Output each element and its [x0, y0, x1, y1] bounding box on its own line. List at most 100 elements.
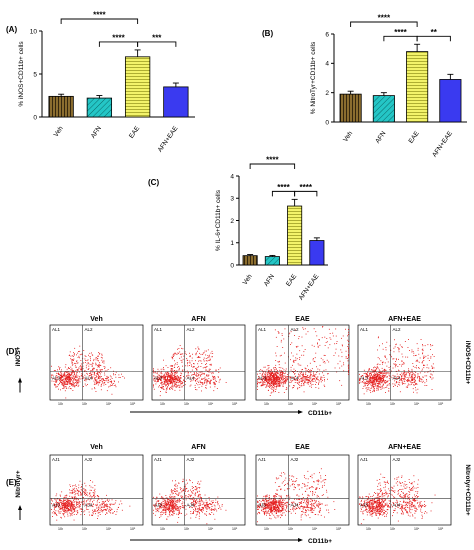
quadrant-label: AL2 [85, 327, 94, 332]
quadrant-label: AL4 [393, 376, 402, 381]
bar [309, 240, 325, 266]
quadrant-label: AJ1 [52, 457, 60, 462]
x-tick-label: 10⁴ [312, 527, 318, 531]
quadrant-label: AL4 [187, 376, 196, 381]
flow-plot: Veh AJ1 AJ2 AJ3 AJ4 10² 10³ 10⁴ 10⁵ [49, 444, 144, 531]
bar [48, 95, 74, 118]
x-tick-label: 10² [58, 402, 64, 406]
quadrant-label: AJ4 [85, 502, 93, 507]
significance-label: ** [431, 28, 438, 37]
panel-label-c: (C) [148, 178, 159, 187]
flow-plot: EAE AJ1 AJ2 AJ3 AJ4 10² 10³ 10⁴ 10⁵ [255, 444, 350, 531]
bar [439, 79, 462, 123]
x-tick-label: 10³ [82, 402, 88, 406]
x-tick-label: 10⁴ [106, 402, 112, 406]
bar [406, 51, 429, 123]
flow-dot-cloud [153, 345, 227, 397]
y-axis-label: % iNOS+CD11b+ cells [18, 41, 25, 107]
x-tick-label: 10³ [288, 527, 294, 531]
quadrant-label: AL3 [154, 376, 163, 381]
y-tick-label: 5 [33, 71, 37, 78]
x-tick-label: 10² [58, 527, 64, 531]
significance-bracket [249, 163, 296, 169]
flow-plot: AFN AL1 AL2 AL3 AL4 10² 10³ 10⁴ 10⁵ [151, 316, 246, 406]
significance-bracket [271, 190, 296, 197]
y-tick-label: 3 [230, 196, 234, 203]
bar [86, 97, 113, 118]
bar-chart-nitrotyr: 0 2 4 6 % NitroTyr+CD11b+ cells Veh AFN EAE AFN+… [310, 14, 467, 159]
quadrant-label: AJ3 [52, 502, 60, 507]
y-tick-label: 1 [230, 240, 234, 247]
x-tick-label: 10⁴ [208, 402, 214, 406]
x-tick-label: 10⁵ [130, 402, 136, 406]
flow-dot-cloud [359, 336, 435, 395]
x-tick-label: EAE [128, 125, 142, 140]
x-tick-label: 10⁵ [232, 402, 238, 406]
significance-label: **** [93, 11, 106, 20]
quadrant-label: AJ2 [85, 457, 93, 462]
flow-plot-title: Veh [90, 316, 102, 323]
y-tick-label: 0 [33, 114, 37, 121]
x-tick-label: AFN+EAE [431, 130, 454, 159]
quadrant-label: AL1 [258, 327, 267, 332]
significance-label: **** [300, 183, 313, 192]
x-tick-label: 10³ [390, 402, 396, 406]
flow-plot-frame [255, 324, 350, 401]
significance-bracket [60, 18, 139, 24]
flow-dot-cloud [257, 326, 349, 396]
x-tick-label: Veh [242, 273, 254, 287]
flow-plot-frame [49, 454, 144, 526]
bar-chart-inos: 0 5 10 % iNOS+CD11b+ cells Veh AFN EAE AFN+EAE *… [18, 11, 195, 154]
panel-label-d: (D) [6, 347, 17, 356]
x-tick-label: 10⁵ [336, 527, 342, 531]
x-tick-label: 10³ [390, 527, 396, 531]
x-tick-label: 10² [366, 527, 372, 531]
flow-dot-cloud [359, 473, 436, 525]
bar [372, 95, 395, 123]
x-tick-label: 10³ [288, 402, 294, 406]
significance-bracket [294, 190, 318, 197]
y-axis-label: % NitroTyr+CD11b+ cells [310, 41, 317, 114]
quadrant-label: AJ2 [187, 457, 195, 462]
flow-plot-title: AFN [191, 316, 205, 323]
x-tick-label: AFN [90, 125, 103, 140]
panel-label-a: (A) [6, 25, 17, 34]
x-tick-label: 10⁵ [438, 402, 444, 406]
significance-bracket [137, 41, 177, 47]
flow-plot-frame [49, 324, 144, 401]
y-axis-label: % IL-6+CD11b+ cells [215, 189, 222, 251]
x-tick-label: 10³ [184, 402, 190, 406]
flow-plot-title: EAE [295, 444, 310, 451]
flow-plot-frame [151, 324, 246, 401]
flow-plot: AFN+EAE AL1 AL2 AL3 AL4 10² 10³ 10⁴ 10⁵ [357, 316, 452, 406]
bar [264, 256, 280, 266]
panel-label-e: (E) [6, 478, 17, 487]
x-tick-label: 10⁴ [208, 527, 214, 531]
x-tick-label: 10⁵ [130, 527, 136, 531]
y-tick-label: 4 [325, 61, 329, 68]
quadrant-label: AL3 [360, 376, 369, 381]
bar [242, 255, 258, 266]
quadrant-label: AJ1 [360, 457, 368, 462]
x-tick-label: 10² [366, 402, 372, 406]
x-tick-label: 10⁵ [336, 402, 342, 406]
y-tick-label: 10 [30, 28, 38, 35]
quadrant-label: AL2 [187, 327, 196, 332]
bar [287, 205, 303, 266]
quadrant-label: AJ4 [187, 502, 195, 507]
significance-label: *** [152, 33, 162, 42]
y-tick-label: 4 [230, 173, 234, 180]
quadrant-label: AL4 [291, 376, 300, 381]
quadrant-label: AJ1 [258, 457, 266, 462]
significance-bracket [350, 21, 418, 27]
flow-plot-title: AFN+EAE [388, 444, 421, 451]
x-tick-label: AFN [263, 273, 276, 288]
quadrant-label: AL4 [85, 376, 94, 381]
bar [124, 56, 151, 118]
x-tick-label: 10³ [82, 527, 88, 531]
y-tick-label: 0 [325, 119, 329, 126]
flow-plot-title: AFN [191, 444, 205, 451]
flow-y-axis-label: iNOS+ [15, 346, 22, 366]
